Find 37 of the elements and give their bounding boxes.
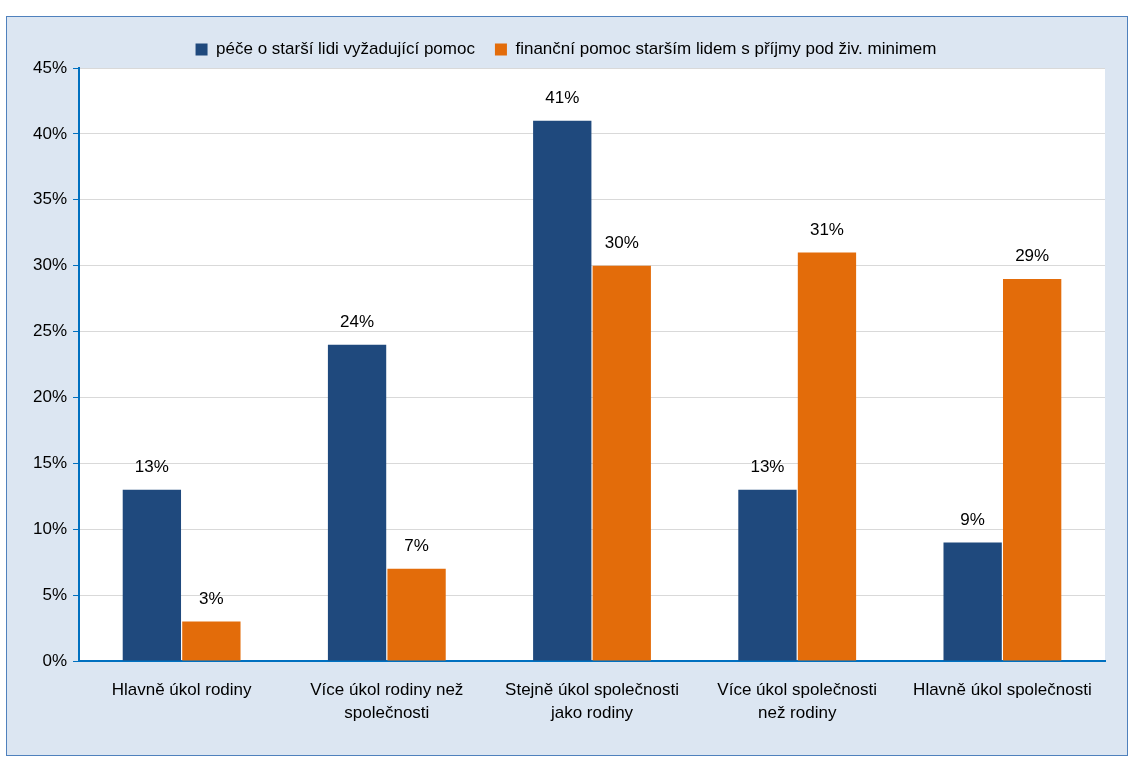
- data-label: 9%: [960, 509, 985, 529]
- x-tick-label: Hlavně úkol společnosti: [913, 680, 1092, 700]
- y-tick-label: 25%: [32, 321, 68, 341]
- y-tick-label: 30%: [32, 255, 68, 275]
- data-label: 29%: [1015, 246, 1050, 266]
- y-tick-label: 0%: [42, 650, 68, 670]
- bar: [738, 489, 797, 661]
- legend-label: finanční pomoc starším lidem s příjmy pod živ. minimem: [515, 39, 937, 59]
- bar: [1003, 278, 1062, 661]
- x-tick-label: Stejně úkol společnosti jako rodiny: [505, 680, 679, 723]
- bar: [943, 542, 1002, 661]
- data-label: 31%: [809, 219, 844, 239]
- data-label: 13%: [750, 456, 785, 476]
- y-tick-label: 35%: [32, 189, 68, 209]
- data-label: 7%: [404, 536, 429, 556]
- bar: [122, 489, 182, 661]
- bar: [327, 344, 387, 661]
- bar: [533, 120, 592, 661]
- bar: [797, 252, 857, 661]
- y-tick-label: 5%: [42, 584, 68, 604]
- bar: [182, 621, 241, 661]
- y-tick-label: 45%: [32, 57, 68, 77]
- bar: [592, 265, 651, 661]
- data-label: 13%: [134, 456, 169, 476]
- bar: [387, 568, 446, 661]
- data-label: 3%: [199, 588, 224, 608]
- legend-label: péče o starší lidi vyžadující pomoc: [216, 39, 476, 59]
- y-tick-label: 10%: [32, 518, 68, 538]
- data-label: 30%: [604, 232, 639, 252]
- data-label: 24%: [340, 311, 375, 331]
- y-tick-label: 15%: [32, 453, 68, 473]
- data-label: 41%: [545, 87, 580, 107]
- y-tick-label: 20%: [32, 387, 68, 407]
- x-tick-label: Více úkol rodiny než společnosti: [310, 680, 464, 723]
- y-tick-label: 40%: [32, 123, 68, 143]
- x-tick-label: Více úkol společnosti než rodiny: [717, 680, 878, 723]
- x-tick-label: Hlavně úkol rodiny: [111, 680, 253, 700]
